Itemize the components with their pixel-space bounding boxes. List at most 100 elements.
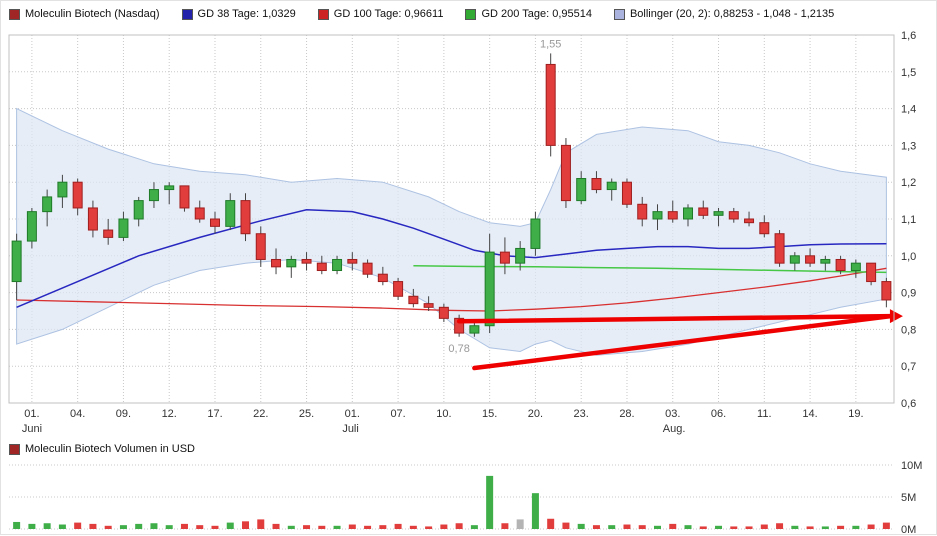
plot-border bbox=[8, 34, 895, 404]
x-axis-label: 07. bbox=[390, 408, 405, 420]
x-axis-label: 15. bbox=[482, 408, 497, 420]
candle bbox=[484, 251, 495, 327]
candle bbox=[744, 218, 755, 224]
x-axis-label: 25. bbox=[299, 408, 314, 420]
volume-bar bbox=[516, 519, 524, 529]
y-axis-label: 1,3 bbox=[901, 140, 916, 152]
volume-bar bbox=[547, 518, 555, 529]
volume-bar bbox=[882, 522, 890, 529]
volume-bar bbox=[379, 525, 387, 529]
volume-bar bbox=[470, 525, 478, 529]
volume-bar bbox=[608, 525, 616, 529]
y-axis-label: 0,9 bbox=[901, 288, 916, 300]
volume-bar bbox=[135, 523, 143, 529]
candle bbox=[713, 211, 724, 216]
x-axis-label: 01. bbox=[345, 408, 360, 420]
volume-bar bbox=[592, 525, 600, 529]
volume-bar bbox=[806, 526, 814, 529]
volume-bar bbox=[318, 525, 326, 529]
legend-item: Moleculin Biotech Volumen in USD bbox=[9, 443, 195, 455]
volume-bar bbox=[867, 524, 875, 529]
month-label: Juli bbox=[342, 423, 359, 435]
candle bbox=[606, 181, 617, 191]
volume-bar bbox=[211, 525, 219, 529]
volume-axis-label: 0M bbox=[901, 524, 916, 536]
x-axis-label: 14. bbox=[802, 408, 817, 420]
x-axis-label: 06. bbox=[711, 408, 726, 420]
volume-bar bbox=[43, 523, 51, 529]
candle bbox=[881, 281, 892, 301]
candle bbox=[560, 144, 571, 202]
candle bbox=[454, 317, 465, 334]
price-annotation: 1,55 bbox=[540, 38, 561, 50]
candle bbox=[301, 258, 312, 264]
volume-bar bbox=[577, 523, 585, 529]
y-axis-label: 1,4 bbox=[901, 104, 916, 116]
candle bbox=[530, 218, 541, 249]
candle bbox=[621, 181, 632, 205]
candle bbox=[57, 181, 68, 198]
x-axis-label: 19. bbox=[848, 408, 863, 420]
volume-bar bbox=[89, 523, 97, 529]
volume-bar bbox=[531, 493, 539, 529]
volume-legend-swatch bbox=[9, 443, 20, 455]
x-axis-label: 11. bbox=[757, 408, 771, 420]
candle bbox=[194, 207, 205, 220]
candle bbox=[118, 218, 129, 238]
volume-bar bbox=[653, 525, 661, 529]
candle bbox=[515, 247, 526, 264]
volume-bar bbox=[226, 522, 234, 529]
legend-item: GD 200 Tage: 0,95514 bbox=[465, 8, 592, 20]
volume-bar bbox=[13, 521, 21, 529]
candle bbox=[667, 211, 678, 220]
volume-bar bbox=[455, 523, 463, 529]
volume-bar bbox=[180, 523, 188, 529]
volume-bar bbox=[837, 525, 845, 529]
candle bbox=[683, 207, 694, 220]
gd200-line bbox=[413, 264, 887, 274]
x-axis-label: 03. bbox=[665, 408, 680, 420]
candle bbox=[164, 185, 175, 191]
legend-swatch bbox=[9, 8, 20, 20]
candle bbox=[591, 178, 602, 191]
candle bbox=[26, 211, 37, 242]
legend-item: Bollinger (20, 2): 0,88253 - 1,048 - 1,2… bbox=[613, 8, 834, 20]
volume-bar bbox=[623, 524, 631, 529]
y-axis-label: 0,8 bbox=[901, 324, 916, 336]
candle bbox=[408, 295, 419, 305]
candle bbox=[133, 200, 144, 220]
volume-bar bbox=[562, 522, 570, 529]
trend-line bbox=[472, 313, 894, 371]
legend-item: Moleculin Biotech (Nasdaq) bbox=[9, 8, 160, 20]
candle bbox=[225, 200, 236, 227]
candle bbox=[87, 207, 98, 231]
volume-bar bbox=[821, 526, 829, 529]
x-axis-label: 22. bbox=[253, 408, 268, 420]
candle bbox=[850, 262, 861, 272]
volume-bar bbox=[242, 521, 250, 529]
volume-bar bbox=[669, 523, 677, 529]
volume-bar bbox=[74, 522, 82, 529]
volume-legend: Moleculin Biotech Volumen in USD bbox=[1, 439, 936, 459]
x-axis-label: 01. bbox=[24, 408, 39, 420]
volume-bar bbox=[699, 526, 707, 529]
x-axis-label: 23. bbox=[574, 408, 589, 420]
candle bbox=[805, 255, 816, 264]
price-annotation: 0,78 bbox=[448, 343, 469, 355]
month-label: Juni bbox=[22, 423, 42, 435]
volume-bars bbox=[13, 475, 890, 529]
volume-bar bbox=[715, 525, 723, 529]
candle bbox=[362, 262, 373, 275]
volume-chart[interactable]: 10M 5M 0M bbox=[1, 459, 937, 536]
y-axis-label: 1,6 bbox=[901, 30, 916, 42]
volume-bar bbox=[104, 525, 112, 529]
legend-swatch bbox=[465, 8, 477, 20]
legend-label: GD 100 Tage: 0,96611 bbox=[333, 8, 444, 20]
x-axis-label: 12. bbox=[162, 408, 177, 420]
legend-swatch bbox=[181, 8, 193, 20]
candle bbox=[438, 306, 449, 319]
volume-bar bbox=[440, 524, 448, 529]
price-chart[interactable]: 1,6 1,5 1,4 1,3 1,2 1,1 1,0 0,9 0,8 0,7 0,6 01. 04. 0… bbox=[1, 27, 937, 439]
candle bbox=[774, 233, 785, 264]
candle bbox=[423, 303, 434, 308]
